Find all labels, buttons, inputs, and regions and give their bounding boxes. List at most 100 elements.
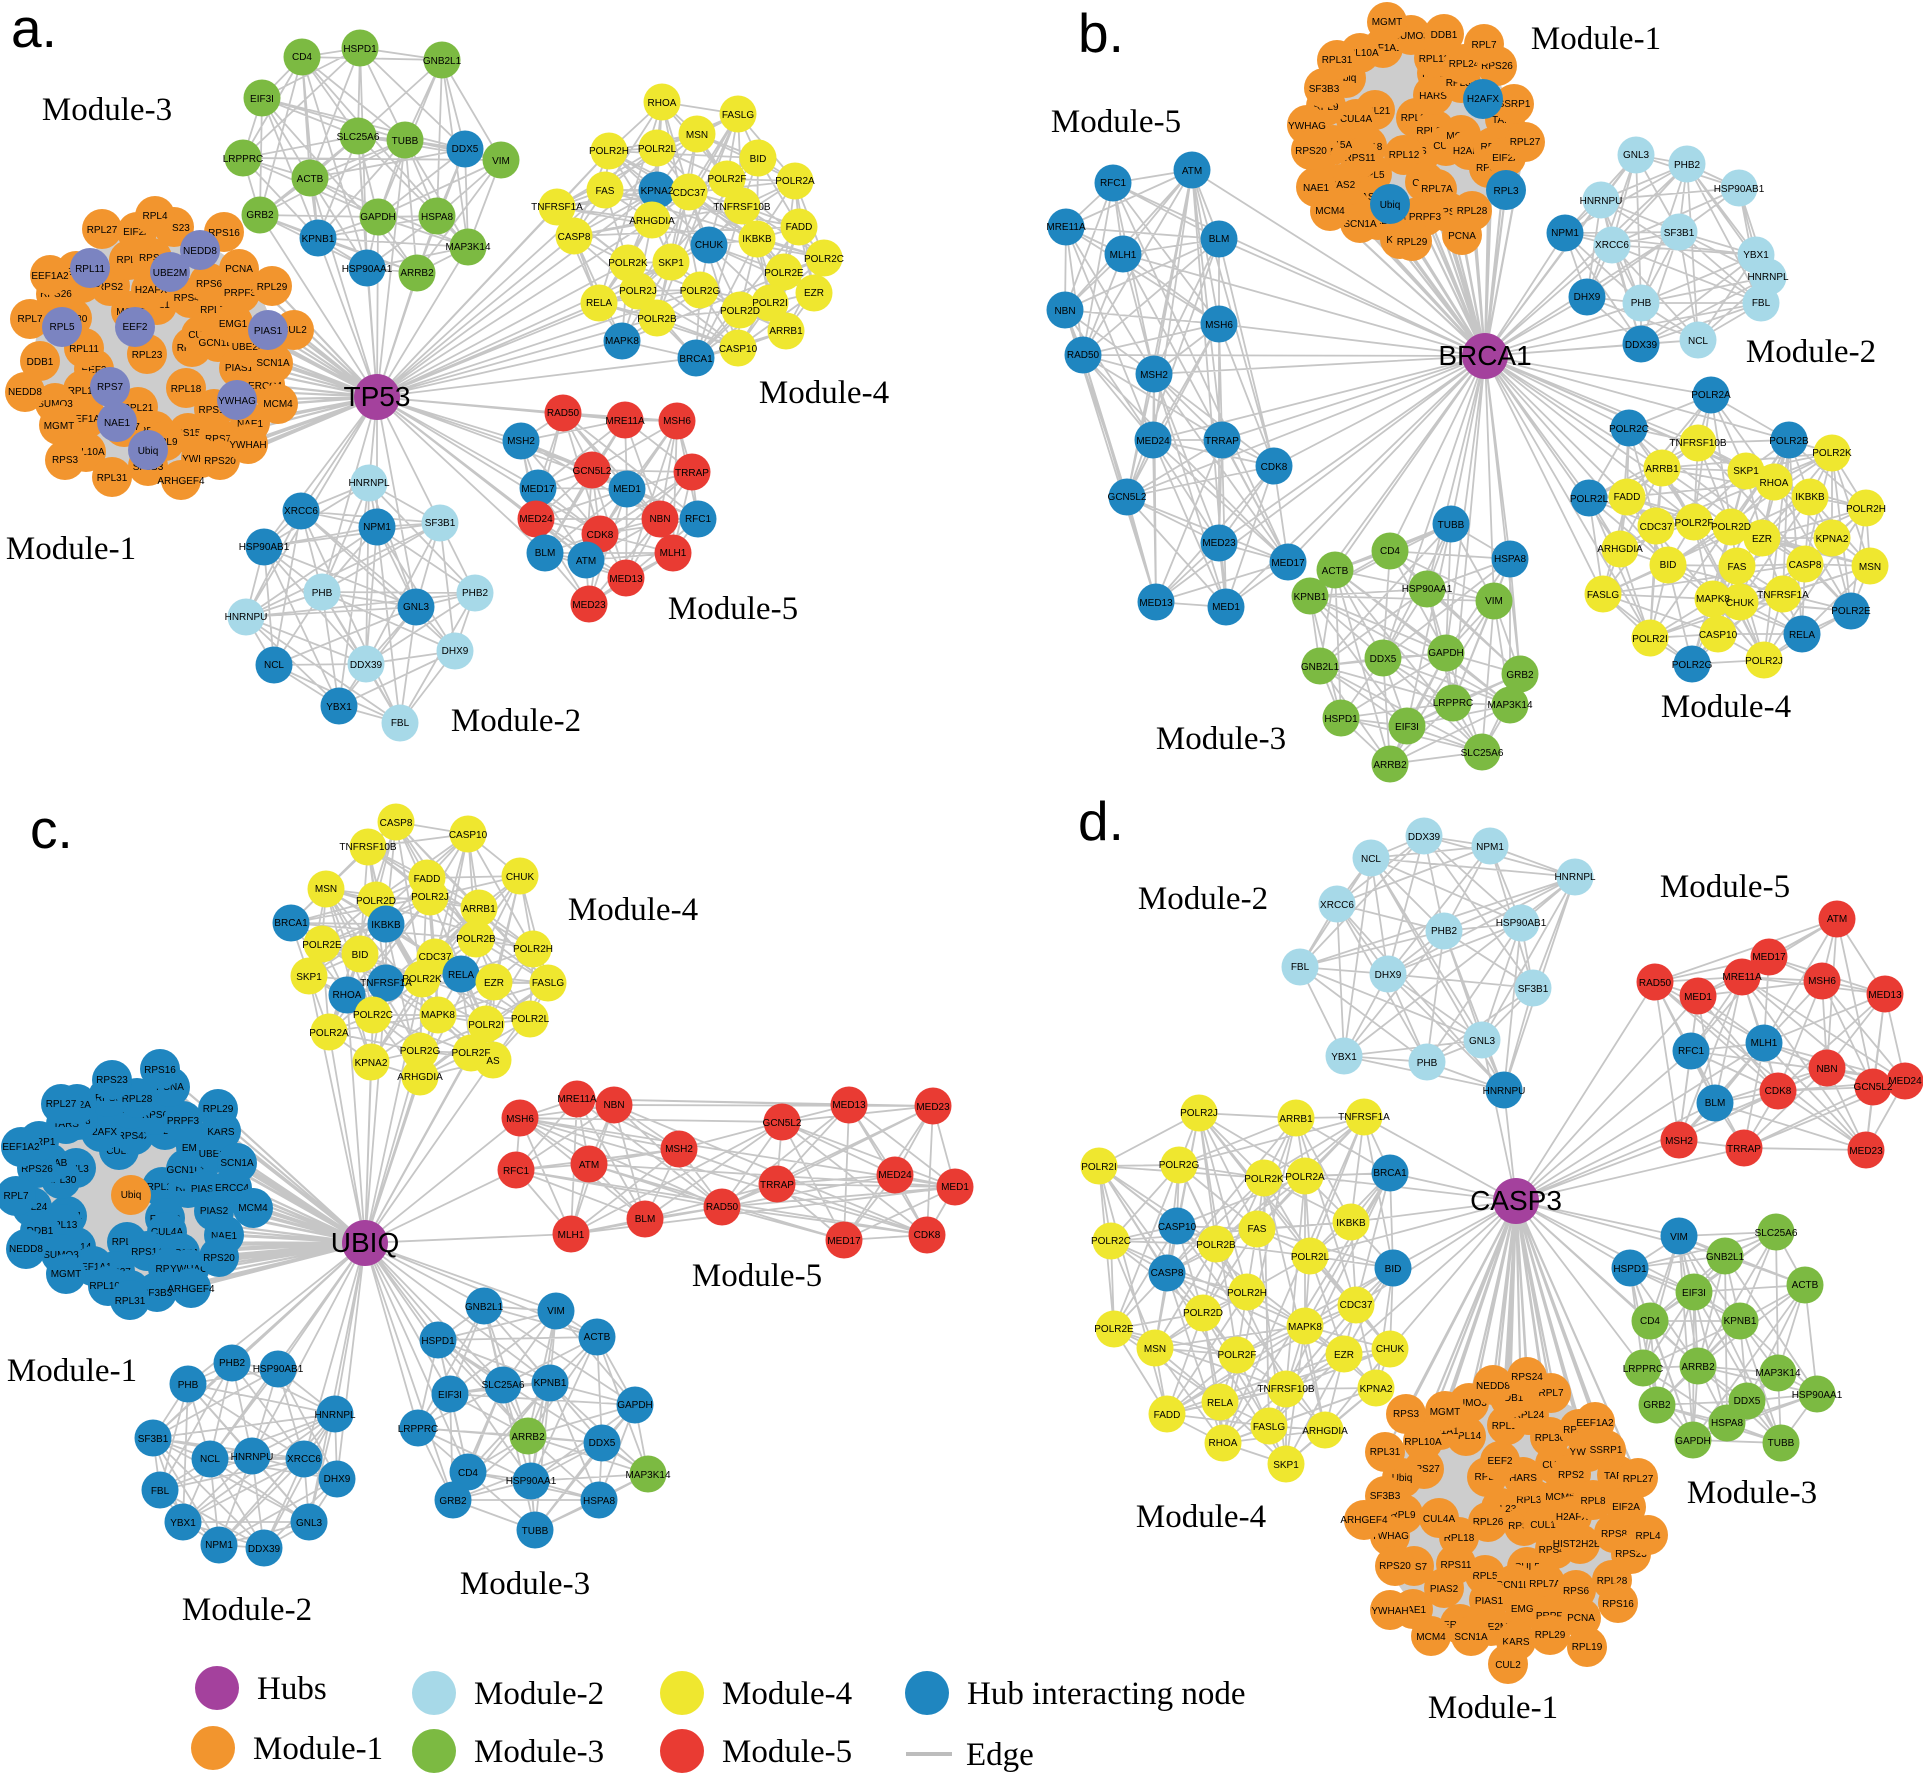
svg-text:GNB2L1: GNB2L1 (1706, 1252, 1745, 1263)
svg-text:TRRAP: TRRAP (1205, 436, 1239, 447)
svg-text:MED17: MED17 (1271, 558, 1305, 569)
svg-text:ACTB: ACTB (584, 1332, 611, 1343)
svg-text:PIAS1: PIAS1 (1475, 1596, 1504, 1607)
svg-text:Ubiq: Ubiq (121, 1190, 142, 1201)
svg-text:FASLG: FASLG (1253, 1422, 1285, 1433)
svg-text:GNL3: GNL3 (403, 602, 430, 613)
svg-text:POLR2E: POLR2E (1831, 606, 1871, 617)
svg-text:FBL: FBL (1291, 962, 1310, 973)
svg-text:XRCC6: XRCC6 (287, 1454, 321, 1465)
svg-text:GAPDH: GAPDH (617, 1400, 653, 1411)
svg-text:Module-4: Module-4 (1136, 1499, 1266, 1535)
svg-text:DDX39: DDX39 (1408, 832, 1441, 843)
svg-text:IKBKB: IKBKB (1795, 492, 1825, 503)
svg-text:CASP10: CASP10 (1158, 1222, 1197, 1233)
svg-text:PRPF3: PRPF3 (224, 288, 257, 299)
svg-text:POLR2B: POLR2B (1769, 436, 1809, 447)
svg-text:NCL: NCL (264, 660, 284, 671)
svg-text:SKP1: SKP1 (658, 258, 684, 269)
svg-text:KPNB1: KPNB1 (1294, 592, 1327, 603)
svg-text:RPL28: RPL28 (122, 1094, 153, 1105)
svg-text:MCM4: MCM4 (263, 399, 293, 410)
svg-text:CHUK: CHUK (695, 240, 724, 251)
svg-text:POLR2F: POLR2F (1218, 1350, 1257, 1361)
svg-text:YWHAH: YWHAH (229, 440, 266, 451)
svg-text:HNRNPL: HNRNPL (1747, 272, 1789, 283)
svg-text:XRCC6: XRCC6 (284, 506, 318, 517)
svg-text:SLC25A6: SLC25A6 (337, 132, 380, 143)
svg-text:SCN1A: SCN1A (220, 1158, 254, 1169)
svg-text:SF3B1: SF3B1 (425, 518, 456, 529)
svg-text:MED1: MED1 (1212, 602, 1240, 613)
svg-text:CASP8: CASP8 (380, 818, 413, 829)
svg-text:RPS20: RPS20 (203, 1253, 235, 1264)
svg-text:RPL29: RPL29 (1535, 1630, 1566, 1641)
svg-text:KPNB1: KPNB1 (1724, 1316, 1757, 1327)
svg-text:RPL7: RPL7 (3, 1191, 28, 1202)
svg-text:RFC1: RFC1 (1100, 178, 1127, 189)
svg-text:TUBB: TUBB (522, 1526, 549, 1537)
svg-text:POLR2L: POLR2L (1291, 1252, 1330, 1263)
svg-text:RAD50: RAD50 (1639, 978, 1672, 989)
svg-text:POLR2A: POLR2A (309, 1028, 349, 1039)
svg-text:GRB2: GRB2 (1643, 1400, 1671, 1411)
svg-text:DDB1: DDB1 (27, 357, 54, 368)
svg-text:RPS3: RPS3 (52, 455, 79, 466)
svg-text:MGMT: MGMT (51, 1269, 82, 1280)
svg-text:Ubiq: Ubiq (1380, 200, 1401, 211)
svg-text:GCN5L2: GCN5L2 (1108, 492, 1147, 503)
svg-text:ACTB: ACTB (1792, 1280, 1819, 1291)
svg-text:RPL4: RPL4 (1635, 1531, 1660, 1542)
svg-text:MSN: MSN (1144, 1344, 1166, 1355)
svg-text:MED1: MED1 (1684, 992, 1712, 1003)
svg-text:MED13: MED13 (1868, 990, 1902, 1001)
svg-text:EZR: EZR (1752, 534, 1772, 545)
svg-text:POLR2G: POLR2G (1672, 660, 1713, 671)
svg-text:POLR2I: POLR2I (468, 1020, 504, 1031)
svg-text:PIAS2: PIAS2 (1430, 1584, 1459, 1595)
svg-text:KPNB1: KPNB1 (534, 1378, 567, 1389)
svg-text:DDX5: DDX5 (452, 144, 479, 155)
svg-text:Module-1: Module-1 (253, 1731, 383, 1767)
svg-text:ATM: ATM (1182, 166, 1202, 177)
svg-text:POLR2J: POLR2J (1745, 656, 1783, 667)
svg-text:SF3B1: SF3B1 (1518, 984, 1549, 995)
svg-text:CDK8: CDK8 (1261, 462, 1288, 473)
svg-text:HSPA8: HSPA8 (1494, 554, 1526, 565)
svg-text:BLM: BLM (535, 548, 556, 559)
svg-text:POLR2B: POLR2B (456, 934, 496, 945)
svg-text:NCL: NCL (200, 1454, 220, 1465)
svg-text:EIF3I: EIF3I (438, 1390, 462, 1401)
svg-text:ARRB1: ARRB1 (462, 904, 496, 915)
svg-text:MED17: MED17 (1752, 952, 1786, 963)
svg-text:HNRNPU: HNRNPU (225, 612, 268, 623)
svg-text:BRCA1: BRCA1 (679, 354, 713, 365)
svg-text:RPS2: RPS2 (1558, 1470, 1585, 1481)
svg-text:RPS6: RPS6 (196, 279, 223, 290)
svg-text:ARHGDIA: ARHGDIA (397, 1072, 443, 1083)
svg-text:DHX9: DHX9 (442, 646, 469, 657)
svg-text:POLR2H: POLR2H (1846, 504, 1886, 515)
svg-text:POLR2A: POLR2A (1285, 1172, 1325, 1183)
svg-text:Module-1: Module-1 (6, 531, 136, 567)
svg-text:SLC25A6: SLC25A6 (1461, 748, 1504, 759)
svg-text:MAP3K14: MAP3K14 (445, 242, 490, 253)
svg-text:DHX9: DHX9 (1375, 970, 1402, 981)
svg-text:VIM: VIM (1485, 596, 1503, 607)
svg-text:POLR2G: POLR2G (1159, 1160, 1200, 1171)
svg-text:POLR2K: POLR2K (1244, 1174, 1284, 1185)
svg-text:SLC25A6: SLC25A6 (1755, 1228, 1798, 1239)
svg-text:POLR2I: POLR2I (1081, 1162, 1117, 1173)
svg-text:EIF3I: EIF3I (1395, 722, 1419, 733)
svg-text:MLH1: MLH1 (660, 548, 687, 559)
svg-text:MED13: MED13 (609, 574, 643, 585)
svg-text:SF3B1: SF3B1 (138, 1434, 169, 1445)
svg-text:FBL: FBL (151, 1486, 170, 1497)
svg-text:RPL4: RPL4 (142, 211, 167, 222)
svg-text:LRPPRC: LRPPRC (1433, 698, 1474, 709)
svg-text:MSH2: MSH2 (1665, 1136, 1693, 1147)
svg-text:NBN: NBN (649, 514, 670, 525)
svg-text:GNL3: GNL3 (1623, 150, 1650, 161)
svg-text:CDK8: CDK8 (587, 530, 614, 541)
svg-text:MSH6: MSH6 (1808, 976, 1836, 987)
